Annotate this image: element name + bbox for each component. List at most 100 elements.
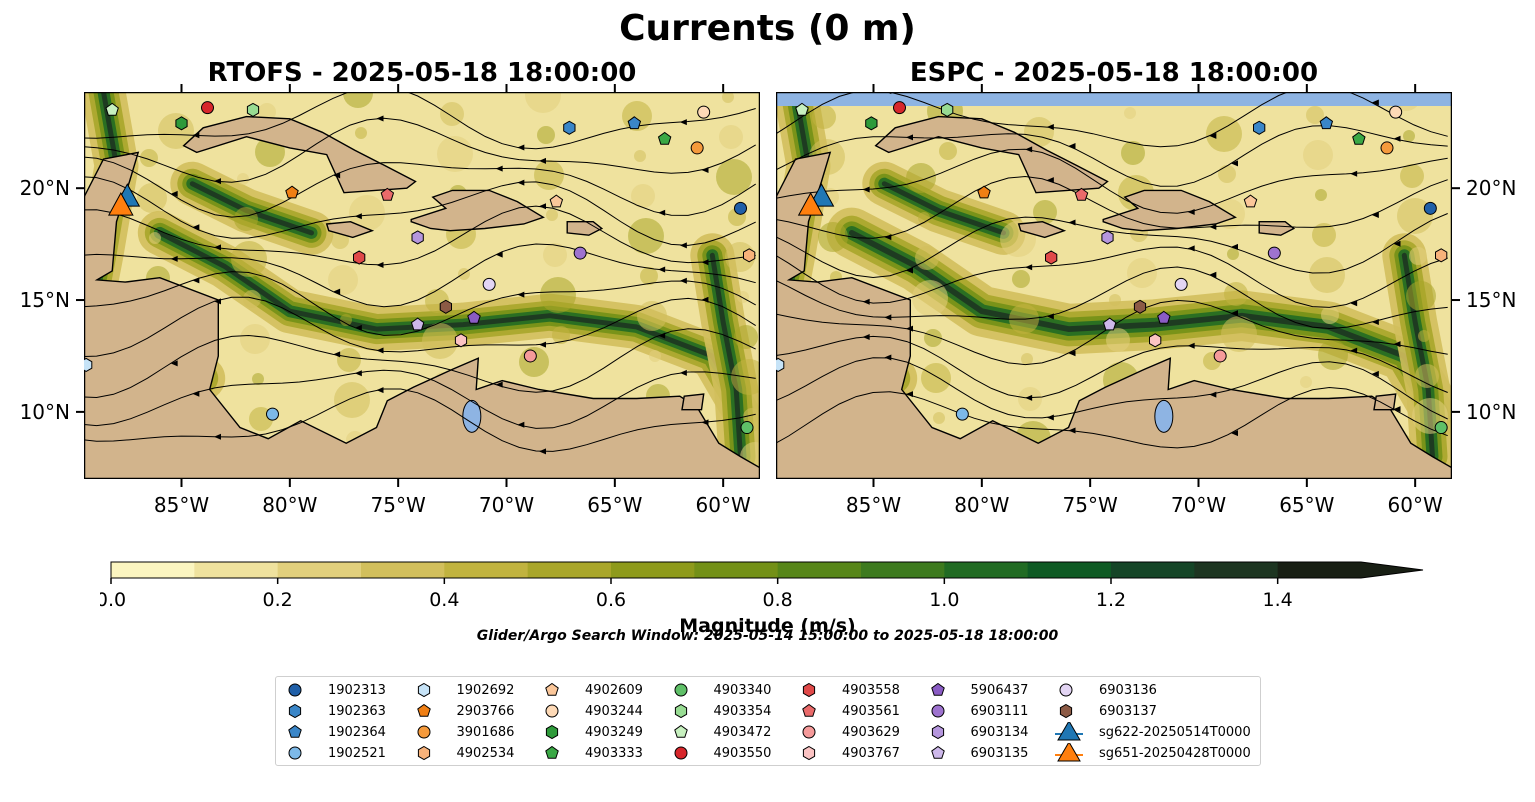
legend-label: 4903629 (842, 725, 900, 740)
point-4903244 (697, 105, 711, 119)
colorbar-tick-label: 0.6 (596, 589, 626, 611)
point-4903249 (175, 116, 188, 131)
legend-marker (802, 745, 816, 761)
legend-marker (417, 745, 430, 761)
point-2903766 (285, 185, 299, 199)
point-3901686 (690, 141, 704, 155)
point-4903561 (1074, 187, 1089, 201)
legend-label: 6903136 (1099, 683, 1157, 698)
legend-marker (416, 703, 431, 717)
legend-marker (674, 683, 687, 697)
colorbar-tick-label: 0.8 (763, 589, 793, 611)
legend-label: 4903561 (842, 704, 900, 719)
point-5906437 (467, 310, 481, 324)
point-4902534 (743, 248, 756, 263)
legend-marker (930, 745, 945, 759)
legend-marker (802, 703, 816, 717)
ytick-label: 15°N (1466, 288, 1516, 312)
search-window-text: Glider/Argo Search Window: 2025-05-14 15… (476, 628, 1059, 644)
legend-label: 4903244 (585, 704, 643, 719)
point-4902609 (549, 194, 564, 208)
legend-marker (1055, 722, 1083, 741)
point-4903561 (380, 187, 395, 201)
legend-label: 1902692 (456, 683, 515, 698)
point-4903249 (865, 116, 878, 131)
legend-label: 4902534 (456, 746, 515, 761)
panel-title-espc: ESPC - 2025-05-18 18:00:00 (909, 58, 1319, 88)
point-4903333 (1352, 131, 1366, 145)
legend-marker (545, 682, 559, 696)
point-6903135 (1102, 317, 1117, 331)
legend-label: 4903249 (585, 725, 643, 740)
legend-marker (802, 725, 816, 739)
point-4903244 (1389, 105, 1403, 119)
legend-marker (1059, 703, 1073, 719)
point-4903767 (1149, 333, 1162, 348)
legend-marker (545, 745, 559, 759)
colorbar-tick-label: 0.4 (429, 589, 459, 611)
legend-label: 6903111 (970, 704, 1029, 719)
legend-marker (931, 704, 944, 718)
legend-marker (417, 725, 430, 739)
legend-marker (288, 746, 302, 760)
legend-label: 6903135 (970, 746, 1029, 761)
map-panel-espc (776, 92, 1452, 479)
legend-marker (545, 724, 559, 740)
legend: 1902313 1902363 1902364 1902521 1902692 29037… (275, 676, 1261, 766)
legend-label: 4903340 (713, 683, 772, 698)
point-6903134 (1101, 230, 1114, 245)
xtick-label: 85°W (846, 493, 901, 517)
axis-ticks: 85°W 80°W 75°W 70°W 65°W 60°W 10°N 15°N 20°N 85°W… (20, 84, 1516, 517)
map-panel-rtofs (84, 92, 760, 479)
legend-marker (417, 682, 430, 698)
legend-marker (931, 724, 944, 740)
point-4903767 (454, 333, 468, 348)
point-4903354 (941, 102, 954, 117)
xtick-label: 60°W (696, 493, 751, 517)
legend-label: 4903333 (585, 746, 643, 761)
colorbar-tick-label: 0.2 (263, 589, 293, 611)
point-1902692 (776, 357, 785, 372)
point-4903558 (353, 250, 366, 265)
legend-marker (288, 683, 302, 697)
point-1902313 (734, 201, 747, 215)
point-4903340 (1434, 421, 1448, 435)
point-6903134 (411, 230, 424, 245)
xtick-label: 65°W (587, 493, 642, 517)
ytick-label: 20°N (1466, 176, 1516, 200)
point-2903766 (977, 185, 991, 199)
legend-marker (674, 703, 687, 719)
point-1902521 (266, 407, 279, 421)
xtick-label: 80°W (954, 493, 1009, 517)
point-6903111 (573, 246, 587, 260)
xtick-label: 85°W (154, 493, 209, 517)
point-4903550 (201, 101, 214, 115)
point-1902363 (563, 120, 576, 135)
figure-title: Currents (0 m) (619, 8, 916, 49)
legend-label: 4903558 (842, 683, 900, 698)
legend-label: 1902521 (328, 746, 386, 761)
point-4903340 (740, 421, 754, 435)
point-4903472 (795, 102, 809, 116)
point-1902521 (955, 407, 969, 421)
colorbar-tick-label: 1.2 (1096, 589, 1126, 611)
point-4902609 (1243, 194, 1258, 208)
legend-marker (674, 746, 687, 760)
legend-label: 4902609 (585, 683, 643, 698)
point-1902364 (1319, 116, 1334, 130)
point-4903558 (1045, 250, 1058, 265)
legend-label: 4903550 (713, 746, 772, 761)
point-6903137 (1133, 299, 1147, 314)
point-6903135 (410, 317, 425, 331)
point-5906437 (1157, 310, 1171, 324)
point-6903136 (482, 277, 496, 291)
point-4902534 (1435, 248, 1448, 263)
point-sg651-20250428T0000 (107, 192, 134, 216)
legend-label: 6903134 (970, 725, 1029, 740)
legend-marker (802, 682, 816, 698)
ytick-label: 15°N (20, 288, 70, 312)
point-4903472 (105, 102, 119, 116)
legend-label: 6903137 (1099, 704, 1157, 719)
xtick-label: 70°W (479, 493, 534, 517)
point-3901686 (1380, 141, 1394, 155)
